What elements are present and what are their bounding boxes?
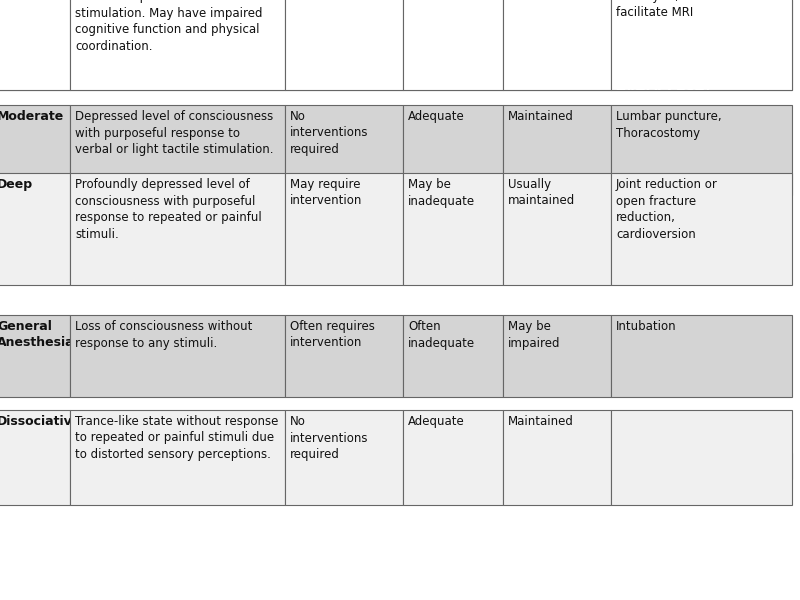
Text: Joint reduction or
open fracture
reduction,
cardioversion: Joint reduction or open fracture reducti… <box>616 178 718 241</box>
Bar <box>285 0 403 90</box>
Text: May be
inadequate: May be inadequate <box>408 178 475 208</box>
Bar <box>70 410 285 505</box>
Text: No
interventions
required: No interventions required <box>290 110 369 156</box>
Bar <box>403 0 503 90</box>
Text: Breathing: Breathing <box>408 5 490 20</box>
Bar <box>403 453 503 479</box>
Bar <box>285 410 403 505</box>
Text: Adequate: Adequate <box>408 110 465 123</box>
Text: Lumbar puncture,
Thoracostomy: Lumbar puncture, Thoracostomy <box>616 110 722 139</box>
Text: Moderate: Moderate <box>0 110 64 123</box>
Text: Deep: Deep <box>0 178 33 191</box>
Bar <box>0 315 70 397</box>
Text: Responsiveness: Responsiveness <box>75 5 207 20</box>
Bar <box>503 453 611 479</box>
Bar <box>611 0 792 90</box>
Bar <box>70 105 285 195</box>
Text: Anxiolysis, such as
facilitate MRI: Anxiolysis, such as facilitate MRI <box>616 0 727 19</box>
Bar <box>70 0 285 90</box>
Bar <box>503 0 611 90</box>
Bar <box>285 173 403 285</box>
Text: Unaffected: Unaffected <box>508 0 573 3</box>
Bar <box>611 173 792 285</box>
Bar <box>0 173 70 285</box>
Text: Often
inadequate: Often inadequate <box>408 320 475 349</box>
Text: May be
impaired: May be impaired <box>508 320 561 349</box>
Text: No
interventions
required: No interventions required <box>290 415 369 461</box>
Bar <box>503 315 611 397</box>
Bar <box>0 0 70 90</box>
Bar <box>0 105 70 195</box>
Text: General
Anesthesia: General Anesthesia <box>0 320 74 349</box>
Text: Often requires
intervention: Often requires intervention <box>290 320 375 349</box>
Bar <box>0 453 70 479</box>
Bar <box>611 315 792 397</box>
Bar <box>611 410 792 505</box>
Text: Airway: Airway <box>290 5 346 20</box>
Text: Circulation: Circulation <box>508 5 598 20</box>
Text: Unaffected: Unaffected <box>408 0 473 3</box>
Text: Profoundly depressed level of
consciousness with purposeful
response to repeated: Profoundly depressed level of consciousn… <box>75 178 262 241</box>
Bar <box>503 410 611 505</box>
Bar <box>70 0 285 90</box>
Bar <box>403 173 503 285</box>
Bar <box>285 453 403 479</box>
Bar <box>285 315 403 397</box>
Text: Normal response to verbal
stimulation. May have impaired
cognitive function and : Normal response to verbal stimulation. M… <box>75 0 262 52</box>
Bar <box>0 410 70 505</box>
Bar <box>285 105 403 195</box>
Text: Unaffected: Unaffected <box>290 0 354 3</box>
Bar <box>503 0 611 90</box>
Text: Intubation: Intubation <box>616 320 677 333</box>
Bar <box>70 453 285 479</box>
Bar <box>403 315 503 397</box>
Text: Adequate: Adequate <box>408 415 465 428</box>
Text: Examples

*Not always needed
or appropriate for
every case!: Examples *Not always needed or appropria… <box>616 5 781 97</box>
Text: Dissociative: Dissociative <box>0 415 82 428</box>
Bar <box>611 453 792 479</box>
Bar <box>285 0 403 90</box>
Bar <box>70 315 285 397</box>
Bar <box>70 173 285 285</box>
Text: Loss of consciousness without
response to any stimuli.: Loss of consciousness without response t… <box>75 320 252 349</box>
Text: Usually
maintained: Usually maintained <box>508 178 575 208</box>
Bar <box>403 410 503 505</box>
Bar <box>403 105 503 195</box>
Text: Depressed level of consciousness
with purposeful response to
verbal or light tac: Depressed level of consciousness with pu… <box>75 110 274 156</box>
Text: May require
intervention: May require intervention <box>290 178 362 208</box>
Bar <box>0 0 70 90</box>
Text: Maintained: Maintained <box>508 110 574 123</box>
Bar <box>611 0 792 90</box>
Bar <box>611 105 792 195</box>
Bar <box>503 105 611 195</box>
Text: Level: Level <box>0 5 41 20</box>
Text: Minimal: Minimal <box>0 0 52 3</box>
Text: Trance-like state without response
to repeated or painful stimuli due
to distort: Trance-like state without response to re… <box>75 415 278 461</box>
Bar <box>503 173 611 285</box>
Text: Maintained: Maintained <box>508 415 574 428</box>
Bar <box>403 0 503 90</box>
